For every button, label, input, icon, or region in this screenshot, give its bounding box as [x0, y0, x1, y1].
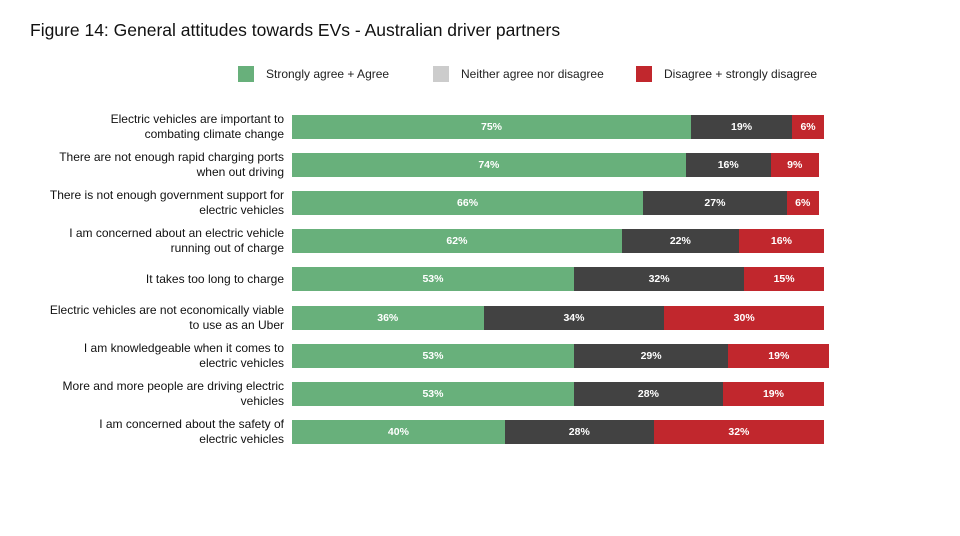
bar-segment-disagree: 19%: [728, 343, 830, 368]
legend-label-neutral: Neither agree nor disagree: [461, 67, 604, 81]
data-label: 16%: [770, 235, 792, 248]
data-label: 53%: [422, 387, 444, 400]
legend-item-neutral: Neither agree nor disagree: [433, 66, 604, 82]
bar-segment-agree: 36%: [292, 305, 484, 330]
category-label-line: to use as an Uber: [189, 317, 284, 332]
bar-segment-disagree: 19%: [722, 381, 824, 406]
bar-segment-neutral: 28%: [573, 381, 723, 406]
data-label: 15%: [773, 273, 795, 286]
data-label: 36%: [377, 311, 399, 324]
category-label-line: combating climate change: [144, 127, 284, 141]
bar-segment-neutral: 29%: [573, 343, 729, 368]
category-label-line: There is not enough government support f…: [49, 188, 284, 203]
bar-segment-neutral: 16%: [685, 153, 771, 178]
data-label: 19%: [768, 349, 790, 362]
legend-swatch-neutral: [433, 66, 449, 82]
category-label: Electric vehicles are not economically v…: [4, 303, 284, 333]
bar-segment-agree: 66%: [292, 191, 644, 216]
category-label-line: I am concerned about an electric vehicle: [69, 226, 284, 241]
data-label: 6%: [800, 121, 816, 133]
data-label: 22%: [669, 235, 691, 248]
data-label: 75%: [480, 121, 502, 133]
data-label: 16%: [717, 159, 739, 172]
data-label: 62%: [446, 235, 468, 248]
category-label-line: More and more people are driving electri…: [62, 378, 284, 393]
bar-segment-disagree: 6%: [786, 191, 819, 216]
data-label: 53%: [422, 349, 444, 362]
bar-segment-disagree: 9%: [770, 153, 819, 178]
chart-title: Figure 14: General attitudes towards EVs…: [30, 20, 561, 40]
category-label-line: There are not enough rapid charging port…: [59, 150, 284, 165]
category-label: There are not enough rapid charging port…: [4, 150, 284, 180]
bar-segment-neutral: 27%: [643, 191, 787, 216]
bar-segment-neutral: 34%: [483, 305, 665, 330]
legend-label-agree: Strongly agree + Agree: [266, 67, 390, 81]
bar-segment-agree: 75%: [292, 115, 691, 139]
category-label: I am knowledgeable when it comes to elect…: [4, 341, 284, 371]
data-label: 19%: [731, 121, 753, 133]
category-label-line: Electric vehicles are important to: [110, 112, 284, 126]
bar-segment-neutral: 28%: [504, 419, 654, 444]
category-label-line: running out of charge: [170, 241, 284, 256]
bar-segment-disagree: 32%: [653, 419, 824, 444]
data-label: 40%: [387, 425, 409, 438]
data-label: 19%: [762, 387, 784, 400]
legend-swatch-disagree: [636, 66, 652, 82]
category-label-line: electric vehicles: [199, 431, 284, 446]
data-label: 32%: [648, 273, 670, 286]
category-label: More and more people are driving electri…: [4, 379, 284, 409]
category-label-line: I am concerned about the safety of: [99, 416, 284, 431]
data-label: 53%: [422, 273, 444, 286]
bar-segment-disagree: 30%: [664, 305, 824, 330]
bar-segment-agree: 74%: [292, 153, 686, 178]
bar-segment-neutral: 19%: [691, 115, 793, 139]
category-label-line: I am knowledgeable when it comes to: [83, 340, 284, 355]
data-label: 34%: [563, 311, 585, 324]
bar-segment-disagree: 6%: [792, 115, 824, 139]
category-label: It takes too long to charge: [4, 272, 284, 287]
category-label-line: Electric vehicles are not economically v…: [49, 302, 284, 317]
data-label: 28%: [637, 387, 659, 400]
legend-label-disagree: Disagree + strongly disagree: [664, 67, 818, 81]
data-label: 28%: [568, 425, 590, 438]
data-label: 27%: [704, 197, 726, 210]
data-label: 32%: [728, 425, 750, 438]
bar-segment-disagree: 16%: [738, 229, 824, 254]
legend-item-agree: Strongly agree + Agree: [238, 66, 389, 82]
bar-segment-agree: 40%: [292, 419, 505, 444]
bar-segment-disagree: 15%: [744, 267, 824, 292]
data-label: 30%: [733, 311, 755, 324]
category-label: I am concerned about an electric vehicle…: [4, 226, 284, 256]
category-label-line: electric vehicles: [199, 355, 284, 370]
data-label: 66%: [457, 197, 479, 210]
bar-segment-agree: 53%: [292, 267, 574, 292]
category-label: There is not enough government support f…: [4, 188, 284, 218]
legend-swatch-agree: [238, 66, 254, 82]
bar-segment-neutral: 32%: [573, 267, 745, 292]
category-label-line: when out driving: [196, 165, 284, 180]
data-label: 74%: [478, 159, 500, 172]
category-label-line: vehicles: [240, 393, 284, 408]
data-label: 6%: [795, 197, 811, 210]
chart-legend: Strongly agree + Agree Neither agree nor…: [0, 66, 960, 86]
category-label: Electric vehicles are important to combat…: [4, 112, 284, 142]
data-label: 29%: [640, 349, 662, 362]
bar-segment-agree: 53%: [292, 381, 574, 406]
bar-segment-neutral: 22%: [621, 229, 739, 254]
bar-segment-agree: 53%: [292, 343, 574, 368]
category-label-line: electric vehicles: [199, 203, 284, 218]
category-label-line: It takes too long to charge: [145, 271, 284, 286]
bar-segment-agree: 62%: [292, 229, 622, 254]
category-label: I am concerned about the safety of electr…: [4, 417, 284, 447]
data-label: 9%: [787, 159, 803, 172]
legend-item-disagree: Disagree + strongly disagree: [636, 66, 817, 82]
